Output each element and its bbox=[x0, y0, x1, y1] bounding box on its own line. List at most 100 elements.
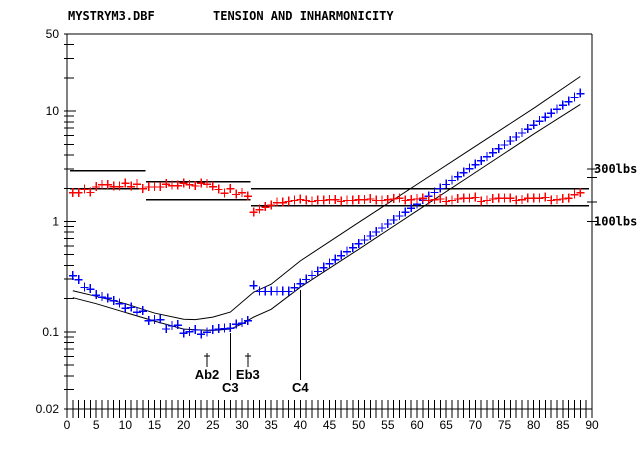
tension_lbs-point bbox=[103, 179, 112, 189]
inharmonicity-point bbox=[471, 159, 480, 169]
x-tick-label: 5 bbox=[93, 418, 100, 432]
inharmonicity-point bbox=[547, 108, 556, 118]
inharmonicity-point bbox=[103, 293, 112, 303]
tension_lbs-point bbox=[430, 194, 439, 204]
tension_lbs-point bbox=[255, 204, 264, 214]
inharmonicity-point bbox=[203, 327, 211, 337]
tension_lbs-point bbox=[331, 194, 340, 204]
inharmonicity-bound-lower bbox=[72, 104, 581, 331]
tension_lbs-point bbox=[191, 180, 200, 190]
x-tick-label: 90 bbox=[585, 418, 599, 432]
inharmonicity-point bbox=[383, 219, 392, 229]
x-tick-label: 15 bbox=[148, 418, 162, 432]
inharmonicity-point bbox=[109, 295, 118, 305]
tension_lbs-point bbox=[471, 192, 480, 202]
tension_lbs-point bbox=[267, 200, 276, 210]
tension_lbs-point bbox=[541, 192, 550, 202]
tension_lbs-point bbox=[226, 183, 235, 193]
tension_lbs-point bbox=[127, 181, 136, 191]
inharmonicity-point bbox=[325, 258, 334, 268]
tension_lbs-point bbox=[179, 178, 188, 188]
inharmonicity-point bbox=[483, 151, 491, 161]
tension_lbs-point bbox=[208, 181, 217, 191]
tension_lbs-point bbox=[74, 187, 83, 197]
tension_lbs-point bbox=[232, 189, 241, 199]
inharmonicity-point bbox=[319, 262, 328, 272]
inharmonicity-point bbox=[127, 302, 136, 312]
tension_lbs-point bbox=[418, 193, 427, 203]
inharmonicity-point bbox=[442, 179, 451, 189]
inharmonicity-point bbox=[168, 321, 176, 331]
inharmonicity-point bbox=[208, 324, 217, 334]
tension_lbs-point bbox=[483, 195, 491, 205]
tension_lbs-point bbox=[395, 193, 404, 203]
right-tick-label: 300lbs bbox=[594, 162, 637, 176]
tension_lbs-point bbox=[162, 179, 171, 189]
inharmonicity-point bbox=[138, 306, 147, 316]
x-tick-label: 75 bbox=[498, 418, 512, 432]
inharmonicity-point bbox=[243, 315, 252, 325]
inharmonicity-point bbox=[541, 112, 550, 122]
x-tick-label: 70 bbox=[469, 418, 483, 432]
inharmonicity-point bbox=[86, 284, 95, 294]
tension_lbs-point bbox=[360, 194, 369, 204]
inharmonicity-point bbox=[179, 328, 188, 338]
inharmonicity-point bbox=[378, 223, 386, 233]
x-tick-label: 0 bbox=[64, 418, 71, 432]
tension_lbs-point bbox=[570, 189, 579, 199]
x-tick-label: 80 bbox=[527, 418, 541, 432]
tension_lbs-point bbox=[302, 195, 311, 205]
inharmonicity-point bbox=[523, 124, 532, 134]
inharmonicity-point bbox=[197, 329, 206, 339]
note-label: C4 bbox=[292, 380, 309, 395]
tension_lbs-point bbox=[553, 194, 561, 204]
tension_lbs-point bbox=[366, 193, 375, 203]
inharmonicity-point bbox=[477, 155, 486, 165]
tension_lbs-point bbox=[185, 179, 194, 189]
note-label: C3 bbox=[222, 380, 239, 395]
right-tick-label: 100lbs bbox=[594, 215, 637, 229]
tension_lbs-point bbox=[296, 194, 305, 204]
tension_lbs-point bbox=[214, 184, 223, 194]
inharmonicity-point bbox=[535, 116, 544, 126]
tension_lbs-point bbox=[92, 182, 101, 192]
tension_lbs-point bbox=[576, 187, 585, 197]
tension_lbs-point bbox=[407, 194, 416, 204]
inharmonicity-bound-upper bbox=[72, 76, 581, 321]
tension_lbs-point bbox=[197, 178, 206, 188]
tension_lbs-point bbox=[290, 195, 299, 205]
inharmonicity-point bbox=[74, 274, 83, 284]
inharmonicity-point bbox=[529, 120, 538, 130]
tension_lbs-point bbox=[448, 195, 456, 205]
inharmonicity-point bbox=[185, 326, 194, 336]
x-tick-label: 50 bbox=[352, 418, 366, 432]
inharmonicity-point bbox=[302, 274, 311, 284]
tension_lbs-point bbox=[238, 187, 246, 197]
y-tick-label: 1 bbox=[52, 215, 59, 229]
tension_lbs-point bbox=[383, 194, 392, 204]
inharmonicity-point bbox=[564, 96, 573, 106]
y-tick-label: 10 bbox=[46, 104, 60, 118]
inharmonicity-point bbox=[576, 88, 585, 98]
tension_lbs-point bbox=[115, 181, 124, 191]
tension_lbs-point bbox=[564, 193, 573, 203]
inharmonicity-point bbox=[98, 292, 106, 302]
y-tick-label: 50 bbox=[46, 27, 60, 41]
inharmonicity-point bbox=[296, 278, 305, 288]
inharmonicity-point bbox=[459, 167, 468, 177]
y-tick-label: 0.1 bbox=[42, 325, 59, 339]
tension_lbs-point bbox=[173, 180, 182, 190]
y-tick-label: 0.02 bbox=[36, 402, 60, 416]
x-tick-label: 35 bbox=[264, 418, 278, 432]
inharmonicity-point bbox=[448, 175, 456, 185]
tension_lbs-point bbox=[278, 197, 287, 207]
inharmonicity-point bbox=[401, 207, 410, 217]
inharmonicity-point bbox=[238, 318, 246, 328]
inharmonicity-point bbox=[313, 266, 322, 276]
tension_lbs-point bbox=[337, 196, 346, 206]
inharmonicity-point bbox=[512, 132, 521, 142]
tension_lbs-point bbox=[477, 196, 486, 206]
x-tick-label: 85 bbox=[556, 418, 570, 432]
file-name: MYSTRYM3.DBF bbox=[68, 9, 155, 23]
